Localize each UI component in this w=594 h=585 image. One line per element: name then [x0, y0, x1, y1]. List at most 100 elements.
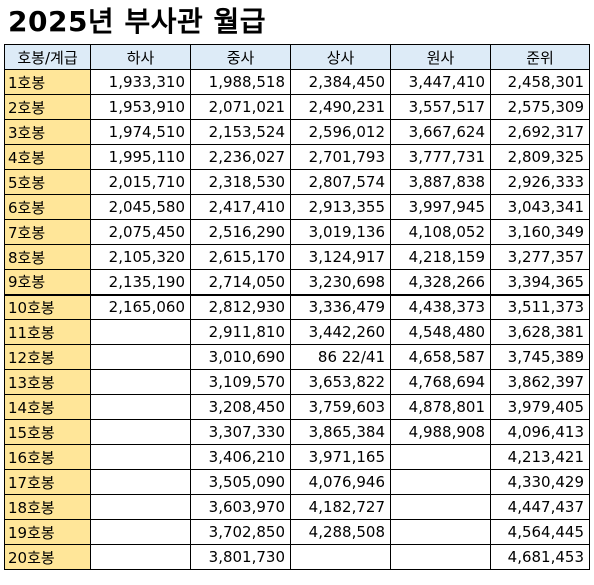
table-row: 16호봉 3,406,210 3,971,165 4,213,421 — [4, 444, 590, 470]
salary-cell: 3,230,698 — [290, 269, 391, 295]
table-row: 19호봉 3,702,850 4,288,508 4,564,445 — [4, 519, 590, 545]
step-label-cell: 13호봉 — [4, 369, 91, 395]
salary-cell — [390, 519, 491, 545]
salary-cell: 3,653,822 — [290, 369, 391, 395]
salary-cell: 2,809,325 — [490, 144, 590, 170]
salary-cell: 2,075,450 — [90, 219, 191, 245]
salary-cell — [90, 419, 191, 445]
salary-cell: 3,862,397 — [490, 369, 590, 395]
salary-cell: 4,988,908 — [390, 419, 491, 445]
salary-cell: 3,447,410 — [390, 69, 491, 95]
salary-cell: 3,505,090 — [190, 469, 291, 495]
step-label-cell: 5호봉 — [4, 169, 91, 195]
salary-cell: 1,988,518 — [190, 69, 291, 95]
salary-cell: 3,307,330 — [190, 419, 291, 445]
table-row: 12호봉 3,010,690 86 22/41 4,658,587 3,745,389 — [4, 344, 590, 370]
salary-cell: 2,458,301 — [490, 69, 590, 95]
step-label-cell: 14호봉 — [4, 394, 91, 420]
step-label-cell: 7호봉 — [4, 219, 91, 245]
table-row: 5호봉 2,015,710 2,318,530 2,807,574 3,887,838 2… — [4, 169, 590, 195]
salary-cell: 2,135,190 — [90, 269, 191, 295]
header-row: 호봉/계급 하사 중사 상사 원사 준위 — [4, 44, 590, 70]
salary-cell: 1,933,310 — [90, 69, 191, 95]
salary-cell: 2,701,793 — [290, 144, 391, 170]
salary-cell: 3,109,570 — [190, 369, 291, 395]
salary-cell: 4,108,052 — [390, 219, 491, 245]
salary-cell: 4,096,413 — [490, 419, 590, 445]
table-row: 9호봉 2,135,190 2,714,050 3,230,698 4,328,266 3… — [4, 269, 590, 295]
table-row: 8호봉 2,105,320 2,615,170 3,124,917 4,218,159 3… — [4, 244, 590, 270]
table-body: 1호봉 1,933,310 1,988,518 2,384,450 3,447,410 2… — [4, 69, 590, 570]
step-label-cell: 12호봉 — [4, 344, 91, 370]
step-label-cell: 16호봉 — [4, 444, 91, 470]
salary-cell: 3,759,603 — [290, 394, 391, 420]
salary-cell: 2,812,930 — [190, 293, 291, 320]
step-label-cell: 15호봉 — [4, 419, 91, 445]
salary-cell: 2,384,450 — [290, 69, 391, 95]
salary-cell: 3,406,210 — [190, 444, 291, 470]
salary-cell: 3,557,517 — [390, 94, 491, 120]
salary-cell: 3,777,731 — [390, 144, 491, 170]
salary-cell: 3,511,373 — [490, 293, 590, 320]
salary-cell: 4,076,946 — [290, 469, 391, 495]
salary-cell: 3,603,970 — [190, 494, 291, 520]
salary-cell — [390, 494, 491, 520]
table-row: 13호봉 3,109,570 3,653,822 4,768,694 3,862,397 — [4, 369, 590, 395]
salary-cell: 3,702,850 — [190, 519, 291, 545]
salary-cell — [390, 544, 491, 570]
salary-cell: 3,887,838 — [390, 169, 491, 195]
salary-cell — [290, 544, 391, 570]
table-row: 10호봉 2,165,060 2,812,930 3,336,479 4,438,373… — [4, 293, 590, 320]
salary-cell: 3,865,384 — [290, 419, 391, 445]
salary-cell: 4,330,429 — [490, 469, 590, 495]
salary-cell: 4,328,266 — [390, 269, 491, 295]
salary-cell: 2,615,170 — [190, 244, 291, 270]
page-title: 2025년 부사관 월급 — [8, 5, 266, 38]
salary-cell: 2,911,810 — [190, 319, 291, 345]
salary-cell: 86 22/41 — [290, 344, 391, 370]
table-row: 2호봉 1,953,910 2,071,021 2,490,231 3,557,517 2… — [4, 94, 590, 120]
salary-cell: 2,596,012 — [290, 119, 391, 145]
salary-cell: 2,071,021 — [190, 94, 291, 120]
table-row: 20호봉 3,801,730 4,681,453 — [4, 544, 590, 570]
table-row: 3호봉 1,974,510 2,153,524 2,596,012 3,667,624 2… — [4, 119, 590, 145]
table-row: 17호봉 3,505,090 4,076,946 4,330,429 — [4, 469, 590, 495]
salary-cell: 2,318,530 — [190, 169, 291, 195]
salary-cell: 4,288,508 — [290, 519, 391, 545]
salary-cell: 3,336,479 — [290, 293, 391, 320]
salary-cell — [90, 444, 191, 470]
salary-cell: 3,979,405 — [490, 394, 590, 420]
table-row: 7호봉 2,075,450 2,516,290 3,019,136 4,108,052 3… — [4, 219, 590, 245]
salary-cell — [90, 344, 191, 370]
step-label-cell: 2호봉 — [4, 94, 91, 120]
table-row: 11호봉 2,911,810 3,442,260 4,548,480 3,628,381 — [4, 319, 590, 345]
table-row: 15호봉 3,307,330 3,865,384 4,988,908 4,096,413 — [4, 419, 590, 445]
salary-cell: 3,043,341 — [490, 194, 590, 220]
salary-cell: 2,015,710 — [90, 169, 191, 195]
salary-cell: 2,926,333 — [490, 169, 590, 195]
salary-cell: 3,442,260 — [290, 319, 391, 345]
table-row: 6호봉 2,045,580 2,417,410 2,913,355 3,997,945 3… — [4, 194, 590, 220]
salary-cell — [90, 544, 191, 570]
step-label-cell: 11호봉 — [4, 319, 91, 345]
table-row: 4호봉 1,995,110 2,236,027 2,701,793 3,777,731 2… — [4, 144, 590, 170]
salary-cell: 3,160,349 — [490, 219, 590, 245]
salary-cell: 3,667,624 — [390, 119, 491, 145]
salary-cell: 4,218,159 — [390, 244, 491, 270]
salary-cell: 1,974,510 — [90, 119, 191, 145]
salary-cell: 2,807,574 — [290, 169, 391, 195]
salary-cell: 3,801,730 — [190, 544, 291, 570]
salary-cell: 3,997,945 — [390, 194, 491, 220]
table-row: 14호봉 3,208,450 3,759,603 4,878,801 3,979,405 — [4, 394, 590, 420]
step-label-cell: 8호봉 — [4, 244, 91, 270]
step-label-cell: 10호봉 — [4, 293, 91, 320]
salary-cell: 2,490,231 — [290, 94, 391, 120]
salary-cell: 2,153,524 — [190, 119, 291, 145]
salary-cell — [90, 394, 191, 420]
salary-cell: 2,165,060 — [90, 293, 191, 320]
salary-cell: 3,124,917 — [290, 244, 391, 270]
header-cell-rank: 상사 — [290, 44, 391, 70]
step-label-cell: 20호봉 — [4, 544, 91, 570]
salary-cell: 3,745,389 — [490, 344, 590, 370]
salary-table: 호봉/계급 하사 중사 상사 원사 준위 1호봉 1,933,310 1,988,5… — [4, 44, 590, 570]
